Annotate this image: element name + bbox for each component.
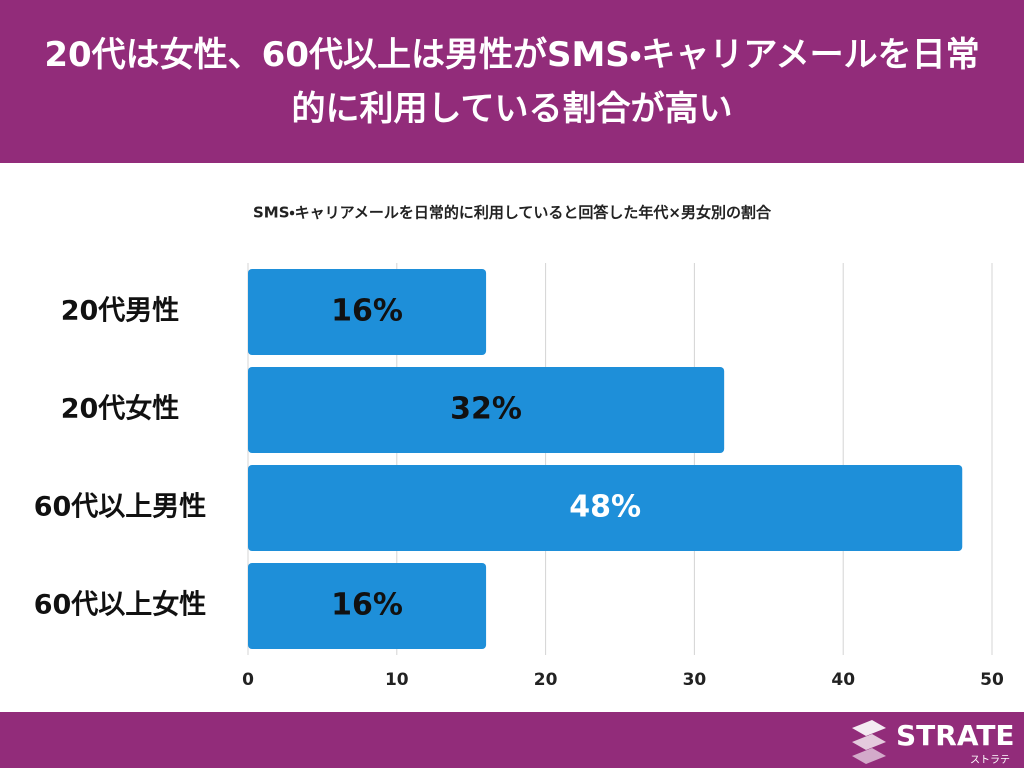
brand: STRATE [896, 719, 1015, 752]
bar [248, 563, 487, 649]
y-tick-label: 20代女性 [61, 394, 180, 425]
value-label: 16% [331, 294, 403, 329]
logo-icon [852, 720, 886, 764]
brand-kana: ストラテ [970, 754, 1010, 766]
bar [248, 465, 963, 551]
chart-title: SMS・キャリアメールを日常的に利用していると回答した年代×男女別の割合 [253, 204, 772, 222]
x-tick-label: 10 [385, 670, 409, 690]
bar [248, 367, 725, 453]
y-tick-label: 60代以上女性 [34, 590, 207, 621]
page-title: 20代は女性、60代以上は男性がSMS・キャリアメールを日常的に利用している割合… [44, 34, 980, 129]
bar [248, 269, 487, 355]
x-tick-label: 30 [683, 670, 707, 690]
value-label: 16% [331, 588, 403, 623]
header: 20代は女性、60代以上は男性がSMS・キャリアメールを日常的に利用している割合… [0, 0, 1024, 163]
x-tick-label: 50 [980, 670, 1004, 690]
x-tick-label: 20 [534, 670, 558, 690]
x-tick-label: 40 [831, 670, 855, 690]
value-label: 32% [450, 392, 522, 427]
y-tick-label: 20代男性 [61, 296, 180, 327]
footer-band [0, 712, 1024, 768]
y-tick-label: 60代以上男性 [34, 492, 207, 523]
value-label: 48% [569, 490, 641, 525]
x-tick-label: 0 [242, 670, 254, 690]
